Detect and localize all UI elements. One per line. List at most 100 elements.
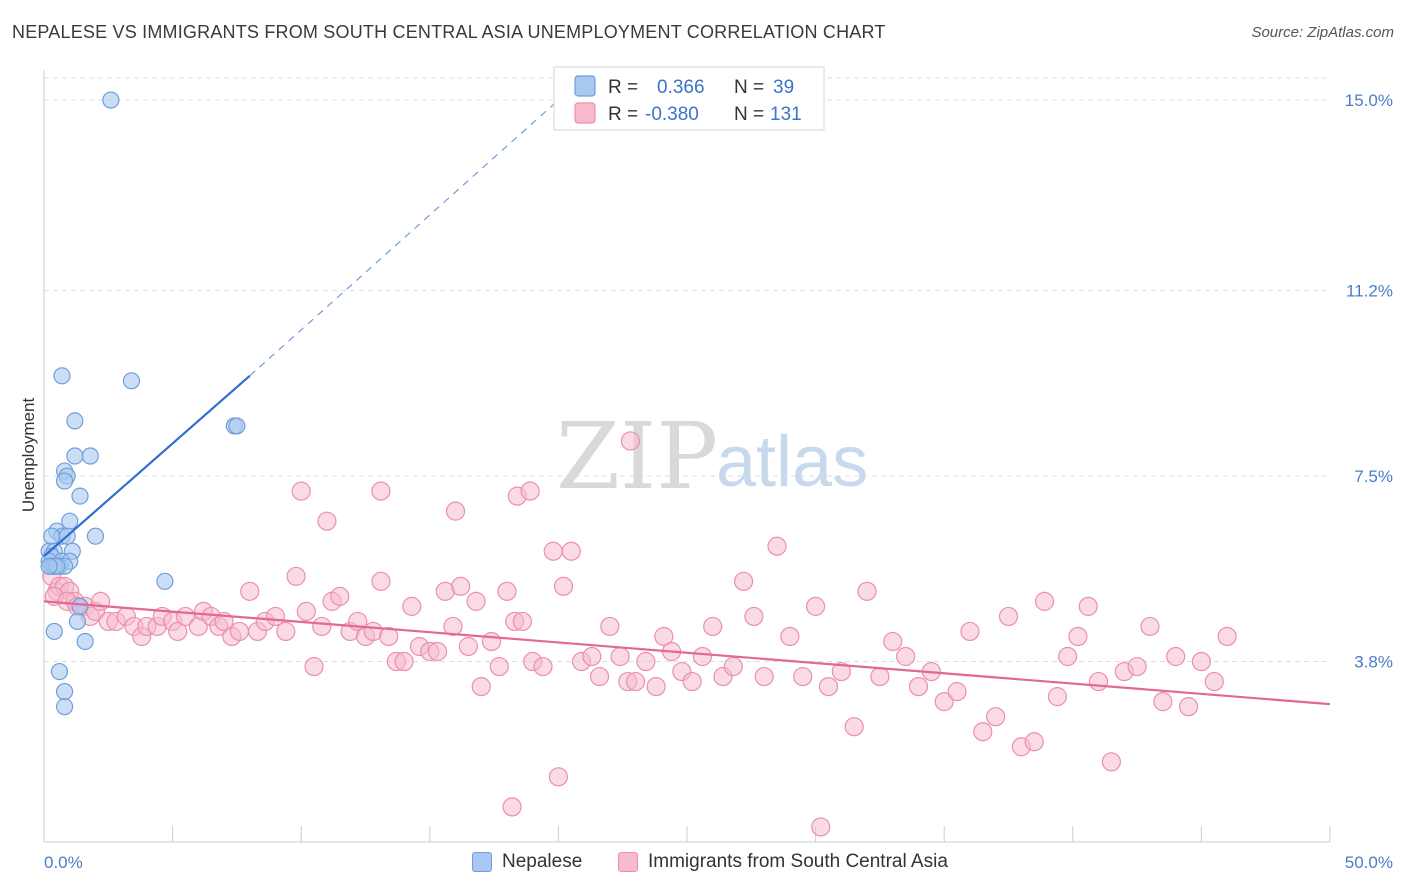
point-immigrants	[548, 767, 569, 787]
point-nepalese	[76, 632, 94, 651]
point-immigrants	[489, 656, 509, 677]
trend-immigrants	[43, 600, 1331, 706]
point-immigrants	[857, 581, 877, 601]
source-credit: Source: ZipAtlas.com	[1251, 24, 1394, 41]
point-nepalese	[81, 447, 99, 465]
bottom-legend-label-nepalese: Nepalese	[502, 851, 583, 872]
bottom-legend-item-nepalese: Nepalese	[472, 851, 582, 873]
point-immigrants	[543, 541, 563, 561]
point-nepalese	[45, 622, 63, 641]
x-tick-label-max: 50.0%	[1345, 853, 1393, 872]
chart-title: NEPALESE VS IMMIGRANTS FROM SOUTH CENTRA…	[12, 22, 886, 42]
point-immigrants	[600, 616, 620, 637]
legend: R = 0.366 N = 39 R = -0.380 N = 131	[553, 66, 825, 131]
point-immigrants	[458, 636, 478, 657]
legend-n-value-2: 131	[770, 104, 802, 125]
point-immigrants	[831, 661, 851, 682]
point-immigrants	[636, 651, 656, 672]
point-immigrants	[625, 671, 646, 692]
point-immigrants	[870, 666, 890, 687]
point-nepalese	[228, 417, 246, 435]
legend-n-label-2: N =	[734, 104, 764, 125]
watermark-zip: ZIP	[556, 403, 718, 510]
point-immigrants	[451, 576, 471, 596]
point-immigrants	[1034, 591, 1055, 611]
point-immigrants	[379, 626, 399, 647]
point-immigrants	[883, 631, 903, 652]
point-immigrants	[1127, 656, 1147, 677]
point-immigrants	[1153, 692, 1173, 712]
point-nepalese	[66, 412, 84, 430]
point-nepalese	[43, 527, 61, 545]
point-immigrants	[291, 481, 311, 501]
point-immigrants	[733, 571, 754, 591]
point-immigrants	[481, 631, 502, 652]
point-immigrants	[646, 676, 666, 697]
point-immigrants	[818, 676, 839, 697]
bottom-legend: Nepalese Immigrants from South Central A…	[0, 851, 1406, 877]
point-immigrants	[620, 431, 641, 451]
point-nepalese	[102, 91, 120, 109]
watermark: ZIP atlas	[556, 403, 868, 510]
point-immigrants	[90, 591, 111, 611]
point-immigrants	[934, 692, 954, 712]
point-immigrants	[312, 616, 332, 637]
point-immigrants	[1024, 732, 1044, 752]
point-immigrants	[805, 596, 826, 616]
y-tick-label: 7.5%	[1354, 467, 1393, 486]
y-tick-label: 15.0%	[1345, 91, 1393, 110]
point-nepalese	[68, 612, 87, 631]
bottom-legend-swatch-nepalese	[472, 852, 492, 872]
legend-r-value-1: 0.366	[657, 77, 705, 98]
point-immigrants	[443, 616, 463, 637]
point-immigrants	[553, 576, 574, 596]
y-tick-label: 11.2%	[1346, 282, 1393, 301]
point-immigrants	[240, 581, 260, 601]
point-immigrants	[654, 626, 674, 647]
point-immigrants	[330, 586, 350, 606]
point-immigrants	[793, 666, 813, 687]
legend-r-label-2: R =	[608, 104, 638, 125]
point-immigrants	[1217, 626, 1237, 647]
legend-swatch-nepalese	[574, 75, 596, 97]
point-immigrants	[703, 616, 723, 637]
point-immigrants	[561, 541, 581, 561]
point-nepalese	[40, 557, 58, 575]
point-immigrants	[582, 646, 602, 667]
point-immigrants	[986, 707, 1006, 727]
point-immigrants	[947, 682, 967, 702]
point-immigrants	[610, 646, 630, 667]
point-nepalese	[86, 527, 105, 545]
legend-n-value-1: 39	[773, 77, 794, 98]
axes	[43, 70, 1331, 843]
point-nepalese	[55, 698, 74, 716]
legend-r-value-2: -0.380	[645, 104, 699, 125]
point-nepalese	[55, 683, 74, 701]
point-immigrants	[780, 626, 800, 647]
y-axis-label: Unemployment	[19, 398, 38, 513]
point-immigrants	[533, 656, 553, 677]
y-tick-labels: 3.8% 7.5% 11.2% 15.0%	[1345, 91, 1393, 671]
y-tick-label: 3.8%	[1354, 653, 1393, 672]
point-nepalese	[71, 597, 89, 615]
point-immigrants	[754, 666, 774, 687]
point-immigrants	[296, 601, 316, 622]
trend-nepalese-extension	[249, 99, 559, 377]
bottom-legend-item-immigrants: Immigrants from South Central Asia	[618, 851, 948, 873]
point-immigrants	[317, 511, 337, 531]
point-immigrants	[1068, 626, 1088, 647]
point-immigrants	[960, 621, 980, 642]
point-immigrants	[502, 797, 522, 817]
point-immigrants	[1078, 596, 1098, 616]
point-immigrants	[445, 501, 466, 521]
x-tick-label-min: 0.0%	[44, 853, 83, 872]
point-immigrants	[692, 646, 713, 667]
point-immigrants	[998, 606, 1019, 627]
x-tick-labels: 0.0% 50.0%	[44, 853, 1393, 872]
point-immigrants	[589, 666, 610, 687]
point-immigrants	[723, 656, 743, 677]
point-immigrants	[1058, 646, 1078, 667]
point-nepalese	[50, 662, 69, 681]
point-immigrants	[229, 621, 250, 642]
